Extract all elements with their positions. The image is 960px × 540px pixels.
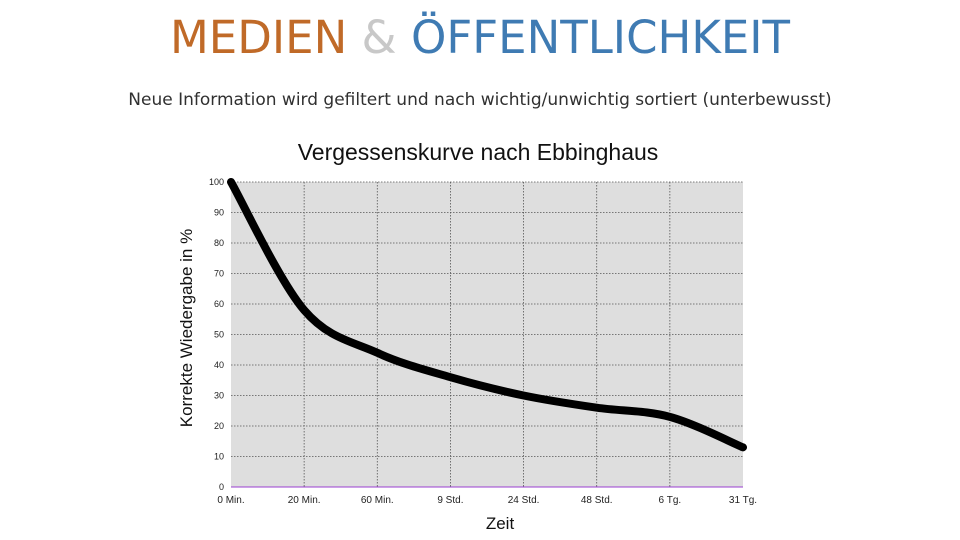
title-part-medien: MEDIEN	[169, 11, 348, 64]
x-tick-label: 9 Std.	[437, 495, 463, 506]
y-tick-label: 70	[214, 269, 224, 279]
x-tick-label: 60 Min.	[361, 495, 394, 506]
chart-title: Vergessenskurve nach Ebbinghaus	[298, 139, 659, 165]
x-tick-label: 48 Std.	[581, 495, 613, 506]
slide-title: MEDIEN & ÖFFENTLICHKEIT	[0, 8, 960, 68]
y-tick-label: 10	[214, 452, 224, 462]
y-tick-label: 0	[219, 482, 224, 492]
x-tick-label: 0 Min.	[217, 495, 244, 506]
grid-lines	[231, 181, 743, 487]
title-ampersand: &	[361, 11, 397, 64]
x-tick-label: 20 Min.	[288, 495, 321, 506]
y-tick-label: 50	[214, 330, 224, 340]
y-tick-labels: 0 10 20 30 40 50 60 70 80 90 100	[209, 177, 224, 492]
x-tick-labels: 0 Min. 20 Min. 60 Min. 9 Std. 24 Std. 48 Std.…	[217, 495, 757, 506]
x-tick-label: 6 Tg.	[659, 495, 682, 506]
y-tick-label: 40	[214, 360, 224, 370]
slide-subtitle: Neue Information wird gefiltert und nach…	[128, 90, 832, 110]
x-tick-label: 24 Std.	[508, 495, 540, 506]
y-tick-label: 90	[214, 208, 224, 218]
y-axis-label: Korrekte Wiedergabe in %	[177, 229, 196, 427]
y-tick-label: 30	[214, 391, 224, 401]
y-tick-label: 60	[214, 299, 224, 309]
y-tick-label: 100	[209, 177, 224, 187]
x-tick-label: 31 Tg.	[729, 495, 757, 506]
x-axis-label: Zeit	[486, 514, 515, 533]
y-tick-label: 80	[214, 238, 224, 248]
forgetting-curve-line	[227, 178, 747, 452]
title-part-oeffentlichkeit: ÖFFENTLICHKEIT	[410, 11, 791, 64]
y-tick-label: 20	[214, 421, 224, 431]
